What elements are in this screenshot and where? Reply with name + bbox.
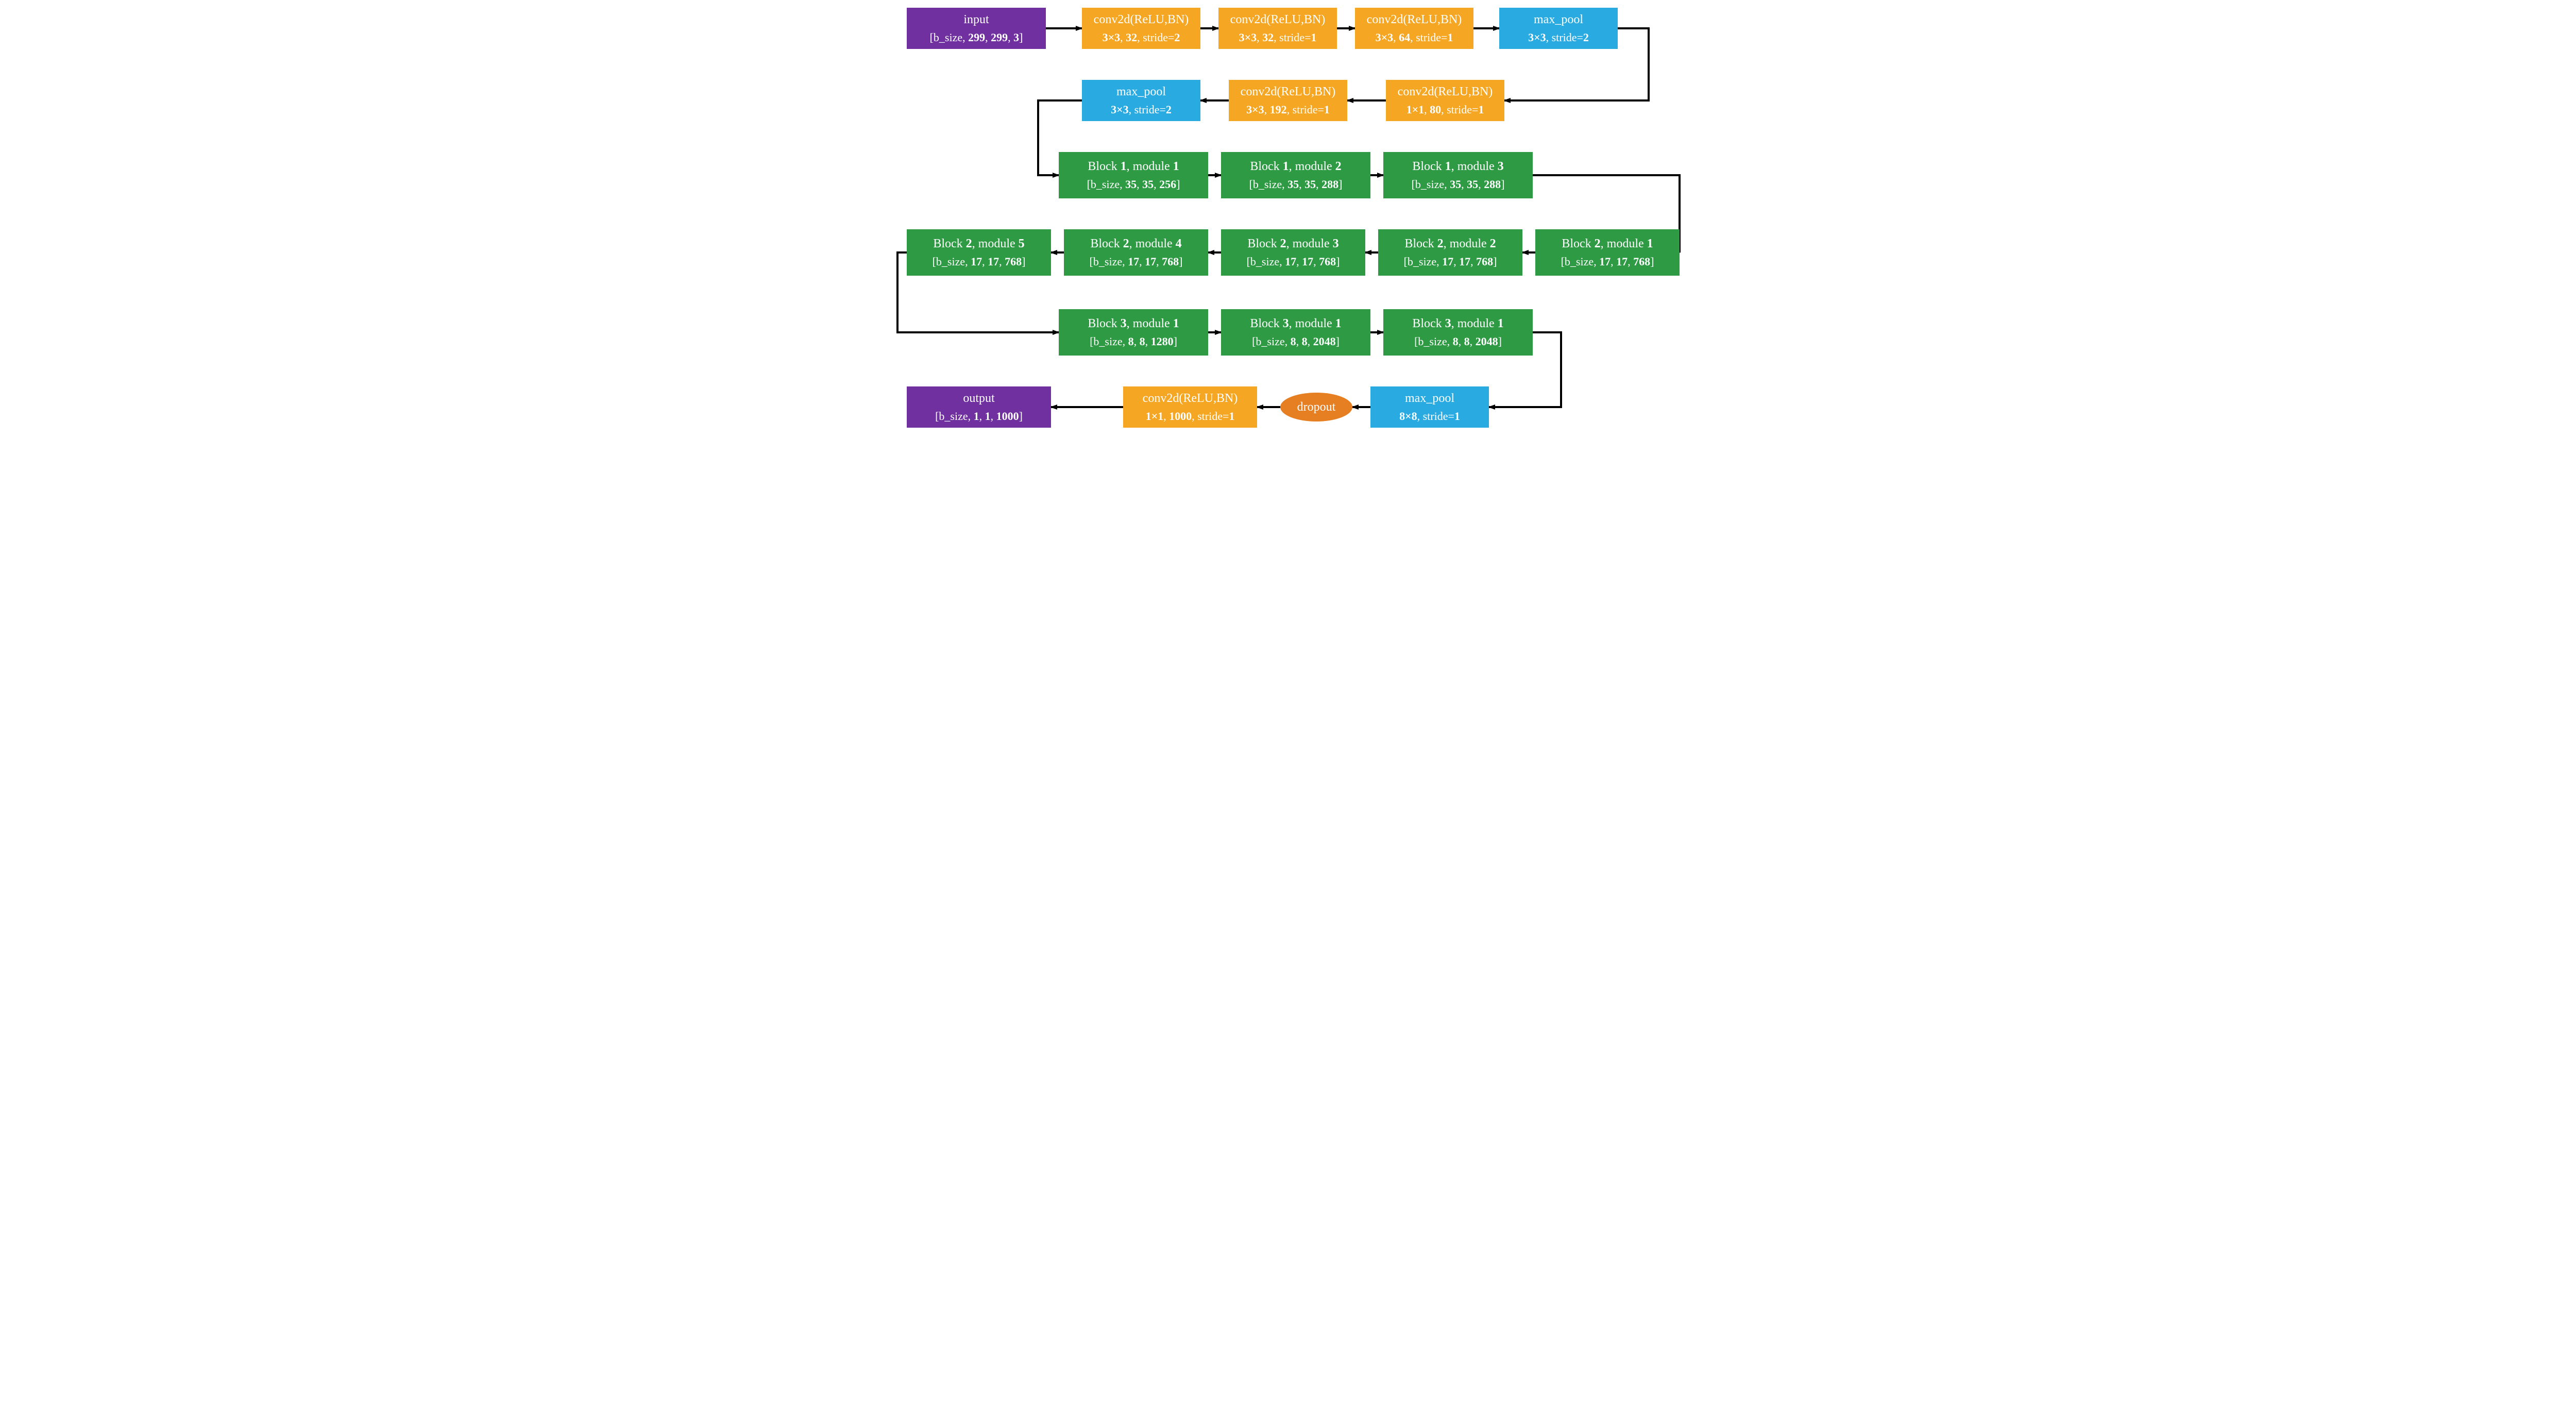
node-b2m4: Block 2, module 4 [b_size, 17, 17, 768]: [1064, 229, 1208, 276]
node-b3m3-line2: [b_size, 8, 8, 2048]: [1414, 334, 1502, 349]
node-b1m1-line2: [b_size, 35, 35, 256]: [1087, 177, 1180, 192]
node-output-line1: output: [963, 391, 994, 406]
node-mp3: max_pool 8×8, stride=1: [1370, 386, 1489, 428]
node-mp2-line1: max_pool: [1116, 84, 1166, 99]
node-b3m2-line2: [b_size, 8, 8, 2048]: [1252, 334, 1340, 349]
node-c5-line1: conv2d(ReLU,BN): [1241, 84, 1336, 99]
node-b2m5-line1: Block 2, module 5: [933, 236, 1024, 251]
node-c6-line1: conv2d(ReLU,BN): [1143, 391, 1238, 406]
node-b3m1-line1: Block 3, module 1: [1088, 316, 1179, 331]
node-b2m1: Block 2, module 1 [b_size, 17, 17, 768]: [1535, 229, 1680, 276]
node-output: output [b_size, 1, 1, 1000]: [907, 386, 1051, 428]
node-b2m1-line2: [b_size, 17, 17, 768]: [1561, 255, 1654, 269]
node-b1m3-line2: [b_size, 35, 35, 288]: [1412, 177, 1505, 192]
node-b1m2: Block 1, module 2 [b_size, 35, 35, 288]: [1221, 152, 1370, 198]
node-c6-line2: 1×1, 1000, stride=1: [1146, 409, 1235, 424]
node-mp3-line2: 8×8, stride=1: [1399, 409, 1460, 424]
node-b3m3-line1: Block 3, module 1: [1412, 316, 1503, 331]
node-b2m3-line2: [b_size, 17, 17, 768]: [1247, 255, 1340, 269]
node-c1-line1: conv2d(ReLU,BN): [1094, 12, 1189, 27]
node-b2m4-line1: Block 2, module 4: [1090, 236, 1181, 251]
node-b2m3: Block 2, module 3 [b_size, 17, 17, 768]: [1221, 229, 1365, 276]
node-mp1: max_pool 3×3, stride=2: [1499, 8, 1618, 49]
node-b3m3: Block 3, module 1 [b_size, 8, 8, 2048]: [1383, 309, 1533, 356]
node-b2m5: Block 2, module 5 [b_size, 17, 17, 768]: [907, 229, 1051, 276]
node-b1m1-line1: Block 1, module 1: [1088, 159, 1179, 174]
node-c4: conv2d(ReLU,BN) 1×1, 80, stride=1: [1386, 80, 1504, 121]
diagram-canvas: input [b_size, 299, 299, 3] conv2d(ReLU,BN…: [891, 0, 1685, 438]
node-c3-line2: 3×3, 64, stride=1: [1376, 30, 1453, 45]
node-c6: conv2d(ReLU,BN) 1×1, 1000, stride=1: [1123, 386, 1257, 428]
node-b1m2-line2: [b_size, 35, 35, 288]: [1249, 177, 1343, 192]
node-mp1-line2: 3×3, stride=2: [1528, 30, 1589, 45]
node-b1m3-line1: Block 1, module 3: [1412, 159, 1503, 174]
node-mp2-line2: 3×3, stride=2: [1111, 103, 1172, 117]
node-c4-line1: conv2d(ReLU,BN): [1398, 84, 1493, 99]
node-b1m2-line1: Block 1, module 2: [1250, 159, 1341, 174]
node-b2m3-line1: Block 2, module 3: [1247, 236, 1338, 251]
node-c2-line1: conv2d(ReLU,BN): [1230, 12, 1326, 27]
node-drop-line1: dropout: [1297, 399, 1336, 415]
node-b2m4-line2: [b_size, 17, 17, 768]: [1090, 255, 1183, 269]
node-mp2: max_pool 3×3, stride=2: [1082, 80, 1200, 121]
node-c3: conv2d(ReLU,BN) 3×3, 64, stride=1: [1355, 8, 1473, 49]
node-b1m1: Block 1, module 1 [b_size, 35, 35, 256]: [1059, 152, 1208, 198]
node-mp1-line1: max_pool: [1534, 12, 1583, 27]
node-c1-line2: 3×3, 32, stride=2: [1103, 30, 1180, 45]
node-drop: dropout: [1280, 393, 1352, 421]
node-c2-line2: 3×3, 32, stride=1: [1239, 30, 1317, 45]
node-input: input [b_size, 299, 299, 3]: [907, 8, 1046, 49]
node-c5: conv2d(ReLU,BN) 3×3, 192, stride=1: [1229, 80, 1347, 121]
node-b2m1-line1: Block 2, module 1: [1562, 236, 1653, 251]
node-mp3-line1: max_pool: [1405, 391, 1454, 406]
node-input-line1: input: [963, 12, 989, 27]
arrows-layer: [891, 0, 1685, 438]
node-c3-line1: conv2d(ReLU,BN): [1367, 12, 1462, 27]
node-b2m5-line2: [b_size, 17, 17, 768]: [933, 255, 1026, 269]
node-b2m2-line1: Block 2, module 2: [1404, 236, 1496, 251]
node-b2m2: Block 2, module 2 [b_size, 17, 17, 768]: [1378, 229, 1522, 276]
node-c2: conv2d(ReLU,BN) 3×3, 32, stride=1: [1218, 8, 1337, 49]
node-c1: conv2d(ReLU,BN) 3×3, 32, stride=2: [1082, 8, 1200, 49]
node-c5-line2: 3×3, 192, stride=1: [1246, 103, 1330, 117]
node-b2m2-line2: [b_size, 17, 17, 768]: [1404, 255, 1497, 269]
node-b3m2-line1: Block 3, module 1: [1250, 316, 1341, 331]
node-b3m1-line2: [b_size, 8, 8, 1280]: [1090, 334, 1177, 349]
node-b3m2: Block 3, module 1 [b_size, 8, 8, 2048]: [1221, 309, 1370, 356]
node-b3m1: Block 3, module 1 [b_size, 8, 8, 1280]: [1059, 309, 1208, 356]
node-input-line2: [b_size, 299, 299, 3]: [930, 30, 1023, 45]
node-c4-line2: 1×1, 80, stride=1: [1406, 103, 1484, 117]
node-output-line2: [b_size, 1, 1, 1000]: [935, 409, 1023, 424]
node-b1m3: Block 1, module 3 [b_size, 35, 35, 288]: [1383, 152, 1533, 198]
